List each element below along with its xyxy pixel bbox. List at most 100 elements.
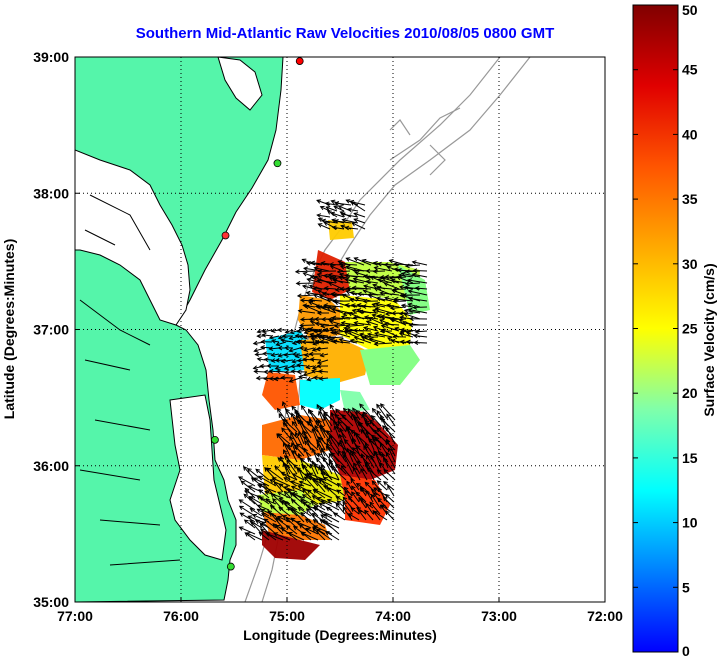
velocity-arrow-head xyxy=(276,407,282,413)
velocity-arrow-head xyxy=(351,285,357,291)
velocity-arrow xyxy=(278,506,291,517)
velocity-arrow-head xyxy=(329,265,335,270)
velocity-arrow-head xyxy=(309,334,315,339)
velocity-arrow xyxy=(364,510,374,521)
velocity-arrow-head xyxy=(352,328,358,333)
velocity-arrow-head xyxy=(352,268,357,273)
velocity-arrow xyxy=(386,413,396,427)
velocity-arrow-head xyxy=(281,427,286,433)
velocity-arrow-head xyxy=(311,347,317,352)
velocity-arrow xyxy=(320,353,329,357)
velocity-arrow-head xyxy=(355,432,361,438)
velocity-arrow-head xyxy=(377,487,382,492)
velocity-arrow-head xyxy=(238,476,243,481)
velocity-arrow xyxy=(362,411,375,427)
velocity-arrow-head xyxy=(277,353,283,358)
velocity-arrow-head xyxy=(379,403,385,408)
velocity-arrow xyxy=(383,496,395,509)
velocity-arrow-head xyxy=(283,485,289,491)
velocity-arrow xyxy=(279,497,291,505)
velocity-arrow xyxy=(269,512,284,529)
velocity-arrow xyxy=(399,332,414,338)
velocity-arrow-head xyxy=(306,457,312,463)
velocity-arrow-head xyxy=(252,365,258,371)
colorbar-tick-label: 20 xyxy=(682,385,698,401)
velocity-arrow-head xyxy=(331,292,337,298)
velocity-arrow-head xyxy=(371,480,377,486)
velocity-arrow xyxy=(307,473,319,487)
velocity-arrow-head xyxy=(398,285,404,290)
velocity-arrow-head xyxy=(270,358,276,363)
velocity-arrow-head xyxy=(411,272,417,278)
velocity-arrow-head xyxy=(353,462,358,468)
velocity-arrow xyxy=(281,472,298,481)
velocity-arrow-head xyxy=(255,468,261,474)
velocity-arrow-head xyxy=(384,296,390,301)
velocity-arrow-head xyxy=(261,513,266,518)
velocity-arrow-head xyxy=(263,357,269,363)
velocity-arrow-head xyxy=(341,293,347,298)
velocity-arrow-head xyxy=(297,506,303,512)
velocity-arrow xyxy=(343,454,354,475)
velocity-arrow xyxy=(297,329,308,333)
velocity-arrow-head xyxy=(312,341,318,346)
velocity-arrow-head xyxy=(269,504,275,510)
velocity-arrow-head xyxy=(359,487,365,493)
velocity-arrow-head xyxy=(287,443,292,449)
velocity-arrow-head xyxy=(351,485,356,491)
velocity-arrow-head xyxy=(398,332,404,337)
velocity-arrow xyxy=(367,333,386,338)
velocity-arrow-head xyxy=(337,420,342,426)
velocity-arrow-head xyxy=(405,331,411,336)
velocity-arrow-head xyxy=(281,333,287,339)
velocity-arrow-head xyxy=(343,438,349,444)
velocity-arrow-head xyxy=(275,369,281,374)
velocity-arrow-head xyxy=(405,339,411,345)
velocity-arrow-head xyxy=(338,433,343,439)
velocity-arrow-head xyxy=(329,211,336,217)
velocity-arrow-head xyxy=(372,269,378,274)
velocity-arrow-head xyxy=(312,275,318,281)
velocity-arrow xyxy=(321,324,337,327)
velocity-arrow xyxy=(352,467,361,481)
velocity-arrow-head xyxy=(388,275,394,281)
velocity-arrow-head xyxy=(320,500,326,505)
velocity-arrow-head xyxy=(401,294,407,299)
velocity-arrow-head xyxy=(385,426,390,432)
velocity-arrow-head xyxy=(370,434,376,440)
velocity-arrow-head xyxy=(322,273,328,279)
velocity-arrow-head xyxy=(325,305,331,311)
velocity-arrow xyxy=(297,364,308,367)
velocity-arrow xyxy=(323,416,333,433)
velocity-arrow xyxy=(345,274,365,278)
y-tick-label: 39:00 xyxy=(33,49,69,65)
velocity-arrow-head xyxy=(295,443,301,448)
velocity-arrow xyxy=(354,336,372,344)
velocity-arrow xyxy=(295,270,316,273)
velocity-arrow-head xyxy=(290,431,295,437)
velocity-arrow-head xyxy=(303,436,308,441)
velocity-arrow xyxy=(351,413,361,433)
velocity-arrow-head xyxy=(350,507,356,512)
velocity-arrow xyxy=(374,511,388,521)
velocity-arrow-head xyxy=(341,218,347,223)
velocity-arrow-head xyxy=(331,315,337,321)
velocity-arrow-head xyxy=(390,338,396,344)
velocity-arrow-head xyxy=(337,449,342,455)
velocity-arrow xyxy=(354,329,372,332)
velocity-arrow-head xyxy=(306,420,312,426)
velocity-arrow xyxy=(290,432,298,445)
velocity-arrow-head xyxy=(322,477,328,482)
velocity-arrow-head xyxy=(338,261,344,267)
velocity-arrow-head xyxy=(252,340,258,346)
velocity-arrow-head xyxy=(316,278,322,283)
velocity-arrow xyxy=(408,303,421,308)
velocity-arrow-head xyxy=(302,303,308,309)
velocity-arrow xyxy=(283,477,298,487)
velocity-arrow xyxy=(359,311,379,314)
velocity-arrow-head xyxy=(291,358,297,364)
velocity-arrow-head xyxy=(285,525,291,530)
velocity-arrow-head xyxy=(317,223,323,228)
velocity-arrow xyxy=(387,266,400,272)
